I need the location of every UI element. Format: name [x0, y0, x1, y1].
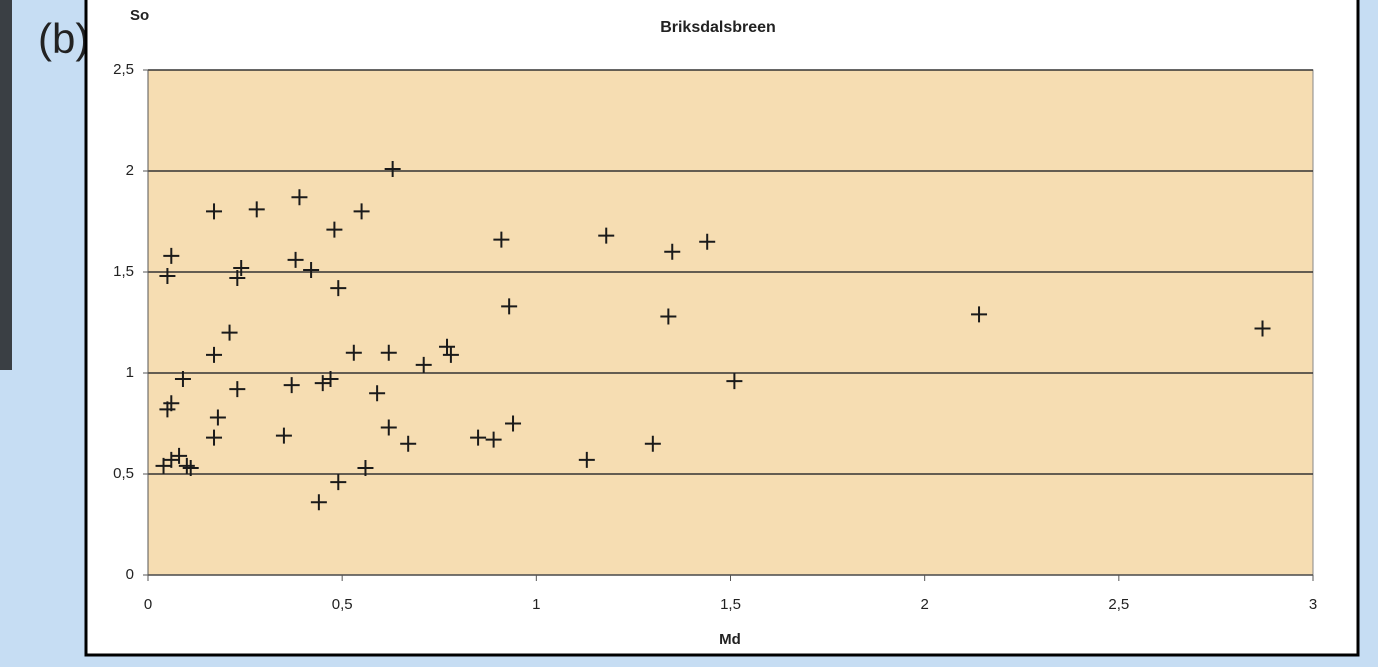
- chart: (b) Briksdalsbreen So Md 0 0,5 1 1,5 2 2,5 0 0,…: [0, 0, 1378, 667]
- x-tick-label: 1: [532, 596, 540, 613]
- plot-area: [148, 70, 1313, 575]
- chart-title: Briksdalsbreen: [660, 19, 776, 36]
- y-tick-label: 2,5: [113, 61, 134, 78]
- y-tick-label: 0,5: [113, 465, 134, 482]
- panel-label: (b): [38, 15, 89, 62]
- photo-edge: [0, 0, 12, 370]
- x-tick-label: 0: [144, 596, 152, 613]
- x-tick-label: 2: [920, 596, 928, 613]
- x-axis-label: Md: [719, 631, 741, 648]
- x-tick-label: 1,5: [720, 596, 741, 613]
- y-axis-label: So: [130, 7, 149, 24]
- x-tick-label: 0,5: [332, 596, 353, 613]
- y-tick-label: 1,5: [113, 263, 134, 280]
- y-tick-label: 2: [126, 162, 134, 179]
- y-tick-label: 1: [126, 364, 134, 381]
- page: {"panel_label": "(b)", "chart_data": { "…: [0, 0, 1378, 667]
- y-tick-label: 0: [126, 566, 134, 583]
- x-tick-label: 2,5: [1108, 596, 1129, 613]
- x-tick-label: 3: [1309, 596, 1317, 613]
